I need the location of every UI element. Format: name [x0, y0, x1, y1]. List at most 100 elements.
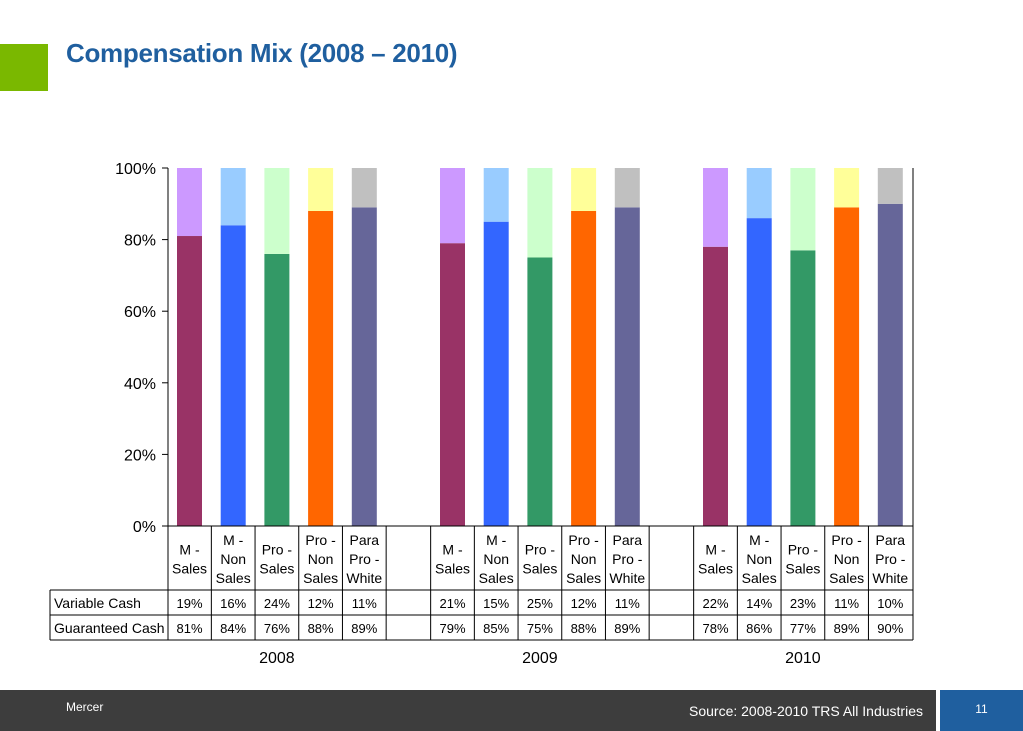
- bar-variable-cash: [746, 168, 772, 219]
- category-label: M -: [179, 542, 200, 558]
- bar-variable-cash: [571, 168, 597, 211]
- category-label: Pro -: [262, 542, 293, 558]
- data-label-guaranteed-cash: 89%: [614, 621, 640, 636]
- bar-variable-cash: [527, 168, 553, 258]
- data-label-guaranteed-cash: 84%: [220, 621, 246, 636]
- compensation-mix-chart: 0% 20% 40% 60% 80% 100% M - Sales 19% 81% M - Non Sa…: [49, 161, 914, 667]
- bar-variable-cash: [877, 168, 903, 204]
- data-label-variable-cash: 21%: [439, 596, 465, 611]
- category-label: Sales: [785, 561, 820, 577]
- bar-guaranteed-cash: [177, 236, 202, 526]
- bar-variable-cash: [703, 168, 728, 247]
- bar-guaranteed-cash: [614, 207, 640, 526]
- bar-variable-cash: [351, 168, 377, 208]
- category-label: Sales: [522, 561, 557, 577]
- data-label-variable-cash: 16%: [220, 596, 246, 611]
- data-label-variable-cash: 12%: [308, 596, 334, 611]
- footer-separator: [936, 690, 940, 731]
- data-label-guaranteed-cash: 79%: [439, 621, 465, 636]
- bar-variable-cash: [834, 168, 860, 208]
- category-label: Pro -: [525, 542, 556, 558]
- data-label-variable-cash: 11%: [352, 596, 377, 611]
- category-label: Pro -: [349, 551, 380, 567]
- data-label-variable-cash: 22%: [702, 596, 728, 611]
- data-label-variable-cash: 25%: [527, 596, 553, 611]
- bar-guaranteed-cash: [220, 225, 246, 526]
- category-label: M -: [486, 532, 507, 548]
- data-label-variable-cash: 19%: [176, 596, 202, 611]
- category-label: Sales: [303, 570, 338, 586]
- category-label: Sales: [566, 570, 601, 586]
- data-label-variable-cash: 14%: [746, 596, 772, 611]
- bar-variable-cash: [483, 168, 509, 222]
- category-label: Para: [876, 532, 906, 548]
- data-label-guaranteed-cash: 75%: [527, 621, 553, 636]
- category-label: Pro -: [612, 551, 643, 567]
- data-label-guaranteed-cash: 89%: [834, 621, 860, 636]
- data-label-variable-cash: 11%: [834, 596, 859, 611]
- category-label: Sales: [479, 570, 514, 586]
- y-tick-label: 40%: [124, 376, 156, 393]
- category-label: Sales: [742, 570, 777, 586]
- bar-guaranteed-cash: [790, 250, 816, 526]
- category-label: Pro -: [831, 532, 862, 548]
- data-label-variable-cash: 23%: [790, 596, 816, 611]
- data-label-guaranteed-cash: 88%: [571, 621, 597, 636]
- category-label: Pro -: [788, 542, 819, 558]
- bar-variable-cash: [614, 168, 640, 208]
- category-label: M -: [749, 532, 770, 548]
- data-label-guaranteed-cash: 81%: [176, 621, 202, 636]
- group-year-label: 2010: [785, 650, 821, 667]
- data-label-variable-cash: 11%: [615, 596, 640, 611]
- category-label: Pro -: [875, 551, 906, 567]
- data-label-guaranteed-cash: 76%: [264, 621, 290, 636]
- category-label: Para: [613, 532, 643, 548]
- bar-variable-cash: [220, 168, 246, 226]
- footer-brand: Mercer: [66, 700, 104, 714]
- group-year-label: 2008: [259, 650, 295, 667]
- category-label: Sales: [172, 561, 207, 577]
- footer-bar: [0, 690, 1023, 731]
- category-label: M -: [223, 532, 244, 548]
- row-header-variable-cash: Variable Cash: [54, 595, 141, 611]
- data-label-guaranteed-cash: 90%: [877, 621, 903, 636]
- data-label-guaranteed-cash: 88%: [308, 621, 334, 636]
- bar-guaranteed-cash: [483, 221, 509, 526]
- category-label: M -: [705, 542, 726, 558]
- category-label: M -: [442, 542, 463, 558]
- slide-title: Compensation Mix (2008 – 2010): [66, 38, 458, 68]
- bar-guaranteed-cash: [746, 218, 772, 526]
- bar-guaranteed-cash: [834, 207, 860, 526]
- y-tick-label: 60%: [124, 304, 156, 321]
- bar-variable-cash: [440, 168, 465, 244]
- bar-guaranteed-cash: [527, 257, 553, 526]
- data-label-guaranteed-cash: 78%: [702, 621, 728, 636]
- bar-guaranteed-cash: [703, 246, 728, 526]
- bar-guaranteed-cash: [308, 210, 334, 526]
- bar-guaranteed-cash: [351, 207, 377, 526]
- y-tick-label: 0%: [133, 519, 156, 536]
- category-label: Sales: [216, 570, 251, 586]
- category-label: Pro -: [568, 532, 599, 548]
- category-label: Sales: [698, 561, 733, 577]
- data-label-guaranteed-cash: 86%: [746, 621, 772, 636]
- row-header-guaranteed-cash: Guaranteed Cash: [54, 620, 165, 636]
- bar-guaranteed-cash: [877, 203, 903, 527]
- category-label: Non: [834, 551, 860, 567]
- data-label-variable-cash: 24%: [264, 596, 290, 611]
- bar-variable-cash: [264, 168, 290, 254]
- data-label-guaranteed-cash: 89%: [351, 621, 377, 636]
- footer-source: Source: 2008-2010 TRS All Industries: [689, 703, 923, 719]
- data-label-variable-cash: 12%: [571, 596, 597, 611]
- y-tick-label: 20%: [124, 447, 156, 464]
- category-label: White: [346, 570, 382, 586]
- category-label: White: [609, 570, 645, 586]
- bar-guaranteed-cash: [264, 253, 290, 527]
- category-label: Sales: [259, 561, 294, 577]
- category-label: Sales: [829, 570, 864, 586]
- data-label-guaranteed-cash: 85%: [483, 621, 509, 636]
- bar-variable-cash: [308, 168, 334, 211]
- bar-guaranteed-cash: [440, 243, 465, 526]
- data-label-variable-cash: 10%: [877, 596, 903, 611]
- accent-block: [0, 44, 48, 91]
